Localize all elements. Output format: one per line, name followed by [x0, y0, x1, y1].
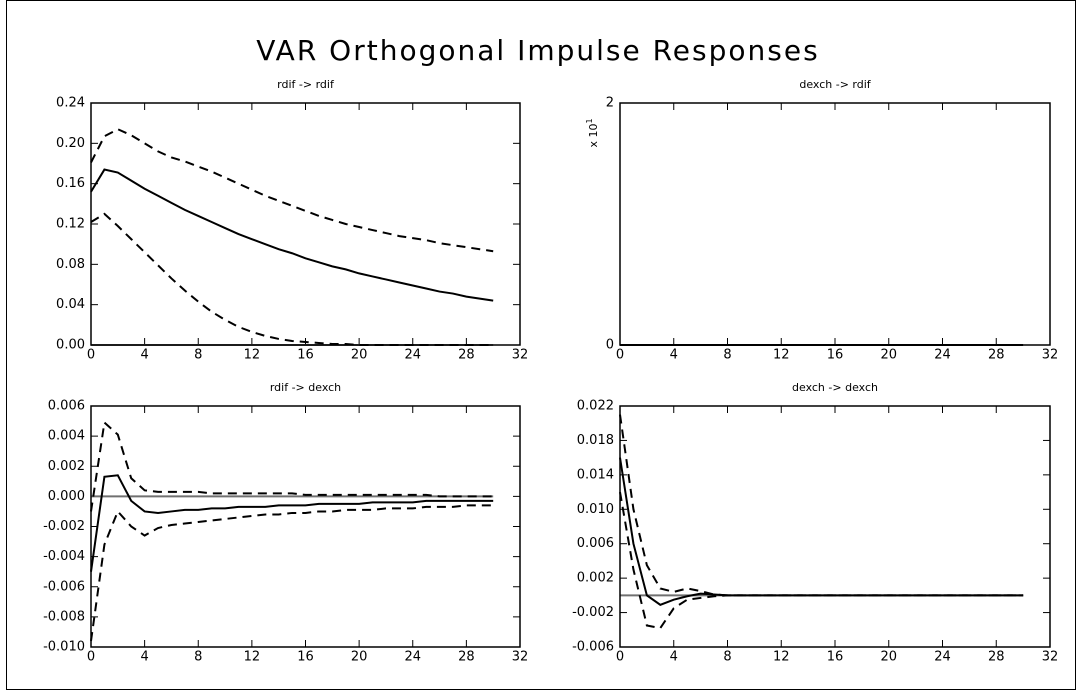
- x-tick-label: 20: [880, 348, 897, 363]
- y-tick-label: 0.12: [56, 217, 85, 232]
- y-scale-label: x 101: [585, 118, 601, 147]
- y-tick-label: -0.008: [43, 609, 85, 624]
- x-tick-label: 28: [458, 650, 475, 665]
- band-line: [90, 504, 494, 642]
- band-line: [619, 491, 1024, 630]
- y-tick-label: -0.002: [43, 519, 85, 534]
- subplot-title: rdif -> dexch: [270, 381, 341, 394]
- x-tick-label: 4: [140, 348, 148, 363]
- x-tick-label: 24: [404, 348, 421, 363]
- y-tick-label: 0: [606, 338, 614, 353]
- x-tick-label: 28: [988, 348, 1005, 363]
- y-scale-base: x 10: [587, 124, 600, 148]
- y-tick-label: 0.018: [577, 433, 614, 448]
- x-tick-label: 32: [1042, 348, 1059, 363]
- subplot-title: dexch -> rdif: [799, 78, 871, 91]
- band-line: [90, 420, 494, 512]
- band-line: [90, 128, 494, 253]
- y-tick-label: 0.04: [56, 297, 85, 312]
- plot-box: [90, 102, 521, 346]
- y-tick-label: 0.000: [48, 489, 85, 504]
- plot-box: [90, 405, 521, 648]
- x-tick-label: 8: [723, 348, 731, 363]
- response-line: [90, 168, 494, 302]
- x-tick-label: 32: [512, 348, 529, 363]
- subplot-title: dexch -> dexch: [792, 381, 878, 394]
- x-tick-label: 20: [351, 650, 368, 665]
- y-tick-label: 0.010: [577, 502, 614, 517]
- x-tick-label: 0: [87, 650, 95, 665]
- y-tick-label: -0.010: [43, 640, 85, 655]
- y-tick-label: 0.16: [56, 176, 85, 191]
- y-tick-label: -0.006: [43, 579, 85, 594]
- x-tick-label: 20: [880, 650, 897, 665]
- x-tick-label: 8: [194, 348, 202, 363]
- x-tick-label: 12: [773, 348, 790, 363]
- x-tick-label: 4: [670, 650, 678, 665]
- x-tick-label: 32: [1042, 650, 1059, 665]
- x-tick-label: 12: [244, 650, 261, 665]
- x-tick-label: 12: [244, 348, 261, 363]
- y-tick-label: -0.004: [43, 549, 85, 564]
- x-tick-label: 0: [87, 348, 95, 363]
- y-tick-label: 0.004: [48, 429, 85, 444]
- y-tick-label: 0.08: [56, 257, 85, 272]
- y-tick-label: -0.002: [572, 605, 614, 620]
- x-tick-label: 20: [351, 348, 368, 363]
- subplot-title: rdif -> rdif: [277, 78, 335, 91]
- y-tick-label: 0.20: [56, 136, 85, 151]
- x-tick-label: 0: [616, 348, 624, 363]
- figure-title: VAR Orthogonal Impulse Responses: [256, 34, 819, 67]
- y-tick-label: 0.014: [577, 467, 614, 482]
- x-tick-label: 16: [827, 650, 844, 665]
- y-scale-exponent: 1: [585, 118, 594, 123]
- x-tick-label: 24: [934, 348, 951, 363]
- x-tick-label: 28: [988, 650, 1005, 665]
- x-tick-label: 28: [458, 348, 475, 363]
- x-tick-label: 16: [827, 348, 844, 363]
- x-tick-label: 32: [512, 650, 529, 665]
- x-tick-label: 24: [934, 650, 951, 665]
- y-tick-label: 0.002: [577, 571, 614, 586]
- y-tick-label: -0.006: [572, 640, 614, 655]
- x-tick-label: 8: [194, 650, 202, 665]
- plot-box: [619, 102, 1051, 346]
- response-line: [90, 474, 494, 572]
- plot-box: [619, 405, 1051, 648]
- x-tick-label: 16: [297, 650, 314, 665]
- x-tick-label: 0: [616, 650, 624, 665]
- y-tick-label: 0.00: [56, 338, 85, 353]
- x-tick-label: 4: [670, 348, 678, 363]
- y-tick-label: 0.002: [48, 459, 85, 474]
- x-tick-label: 24: [404, 650, 421, 665]
- x-tick-label: 4: [140, 650, 148, 665]
- x-tick-label: 12: [773, 650, 790, 665]
- x-tick-label: 8: [723, 650, 731, 665]
- y-tick-label: 2: [606, 96, 614, 111]
- y-tick-label: 0.006: [48, 399, 85, 414]
- y-tick-label: 0.022: [577, 399, 614, 414]
- y-tick-label: 0.006: [577, 536, 614, 551]
- x-tick-label: 16: [297, 348, 314, 363]
- y-tick-label: 0.24: [56, 96, 85, 111]
